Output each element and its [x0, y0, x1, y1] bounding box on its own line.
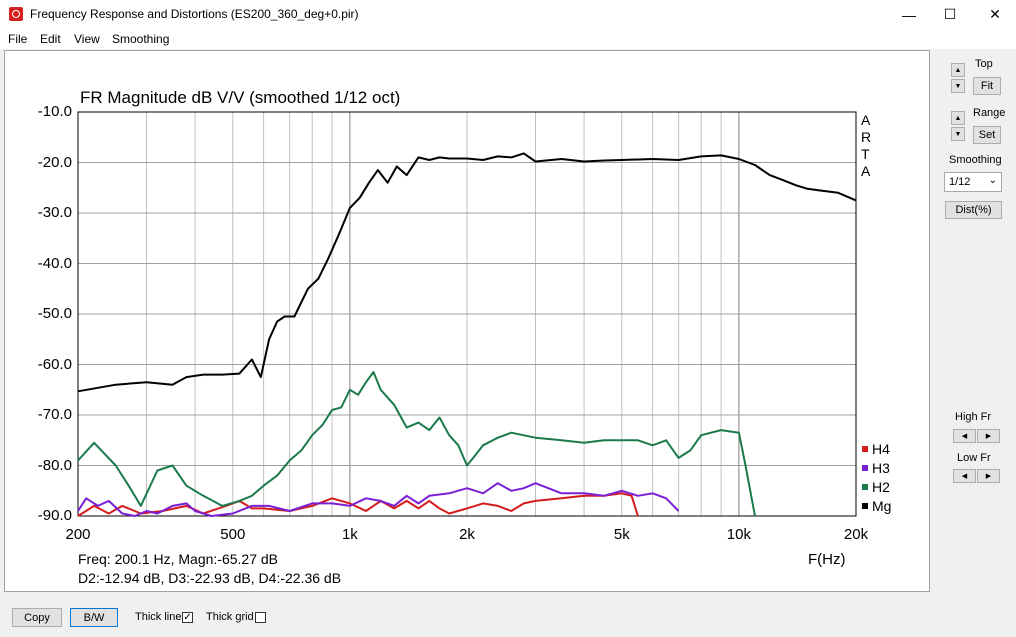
low-fr-label: Low Fr — [957, 452, 991, 464]
low-fr-left-button[interactable]: ◀ — [953, 469, 976, 483]
y-tick-label: -10.0 — [37, 103, 72, 120]
x-tick-label: 20k — [843, 526, 869, 543]
y-tick-label: -90.0 — [37, 507, 72, 524]
chevron-up-icon: ▲ — [954, 66, 962, 74]
legend-swatch-h3 — [862, 465, 868, 471]
series-line-h2 — [77, 371, 756, 517]
range-up-spinner[interactable]: ▲ — [951, 111, 965, 125]
chevron-right-icon: ▶ — [985, 473, 992, 480]
chart-title: FR Magnitude dB V/V (smoothed 1/12 oct) — [80, 88, 401, 107]
high-fr-label: High Fr — [955, 411, 992, 423]
series-line-h3 — [77, 482, 680, 517]
menu-smoothing[interactable]: Smoothing — [112, 32, 170, 46]
dist-button[interactable]: Dist(%) — [945, 201, 1002, 219]
low-fr-right-button[interactable]: ▶ — [977, 469, 1000, 483]
chevron-left-icon: ◀ — [961, 433, 968, 440]
arta-letter-a2: A — [861, 163, 871, 179]
high-fr-right-button[interactable]: ▶ — [977, 429, 1000, 443]
chevron-down-icon: ▼ — [954, 130, 962, 138]
y-tick-label: -20.0 — [37, 153, 72, 171]
cursor-readout-line2: D2:-12.94 dB, D3:-22.93 dB, D4:-22.36 dB — [78, 570, 342, 586]
plot-border — [77, 111, 857, 517]
top-down-spinner[interactable]: ▼ — [951, 79, 965, 93]
thick-grid-checkbox[interactable] — [255, 612, 266, 623]
minimize-button[interactable]: — — [886, 0, 932, 29]
chevron-left-icon: ◀ — [961, 473, 968, 480]
chevron-up-icon: ▲ — [954, 114, 962, 122]
smoothing-value: 1/12 — [949, 176, 971, 188]
close-icon: ✕ — [989, 6, 1001, 22]
arta-letter-a1: A — [861, 112, 871, 128]
legend-label-h4: H4 — [872, 441, 890, 457]
top-up-spinner[interactable]: ▲ — [951, 63, 965, 77]
legend-label-h2: H2 — [872, 479, 890, 495]
maximize-button[interactable]: ☐ — [927, 0, 973, 29]
x-axis-label: F(Hz) — [808, 551, 846, 568]
bw-button[interactable]: B/W — [70, 608, 118, 627]
chevron-down-icon: ▼ — [954, 82, 962, 90]
range-down-spinner[interactable]: ▼ — [951, 127, 965, 141]
chevron-down-icon: ⌄ — [988, 175, 997, 186]
copy-button[interactable]: Copy — [12, 608, 62, 627]
y-tick-label: -50.0 — [37, 305, 72, 322]
app-icon — [9, 7, 23, 21]
fit-button[interactable]: Fit — [973, 77, 1001, 95]
arta-letter-t: T — [861, 146, 870, 162]
legend-label-h3: H3 — [872, 460, 890, 476]
y-tick-label: -80.0 — [37, 456, 72, 474]
set-button[interactable]: Set — [973, 126, 1001, 144]
y-tick-label: -70.0 — [37, 406, 72, 423]
legend-swatch-mg — [862, 503, 868, 509]
x-tick-label: 1k — [341, 526, 358, 543]
legend-swatch-h4 — [862, 446, 868, 452]
thick-grid-label: Thick grid — [206, 611, 254, 623]
minimize-icon: — — [902, 6, 916, 23]
x-tick-label: 2k — [459, 526, 475, 543]
legend-label-mg: Mg — [872, 498, 892, 514]
thick-line-label: Thick line — [135, 611, 182, 623]
y-tick-label: -30.0 — [37, 204, 72, 221]
smoothing-select[interactable]: 1/12 ⌄ — [944, 172, 1002, 192]
maximize-icon: ☐ — [943, 6, 957, 22]
y-tick-label: -60.0 — [37, 355, 72, 373]
chevron-right-icon: ▶ — [985, 433, 992, 440]
menu-edit[interactable]: Edit — [40, 32, 61, 46]
top-label: Top — [975, 58, 993, 70]
arta-letter-r: R — [861, 129, 872, 145]
window-title: Frequency Response and Distortions (ES20… — [30, 7, 359, 21]
menu-view[interactable]: View — [74, 32, 100, 46]
cursor-readout-line1: Freq: 200.1 Hz, Magn:-65.27 dB — [78, 551, 278, 567]
x-tick-label: 500 — [220, 526, 246, 543]
menu-bar: File Edit View Smoothing — [0, 29, 1016, 49]
menu-file[interactable]: File — [8, 32, 28, 46]
smoothing-label: Smoothing — [949, 154, 1002, 166]
range-label: Range — [973, 107, 1006, 119]
high-fr-left-button[interactable]: ◀ — [953, 429, 976, 443]
legend-swatch-h2 — [862, 484, 868, 490]
y-tick-label: -40.0 — [37, 254, 72, 272]
x-tick-label: 200 — [65, 526, 91, 543]
thick-line-checkbox[interactable]: ✓ — [182, 612, 193, 623]
series-line-mg — [77, 152, 857, 393]
bottom-toolbar: Copy B/W Thick line ✓ Thick grid — [0, 596, 1016, 637]
close-button[interactable]: ✕ — [972, 0, 1016, 29]
x-tick-label: 10k — [726, 526, 751, 543]
title-bar: Frequency Response and Distortions (ES20… — [0, 0, 1016, 29]
series-line-h4 — [77, 492, 639, 517]
x-tick-label: 5k — [613, 526, 630, 543]
